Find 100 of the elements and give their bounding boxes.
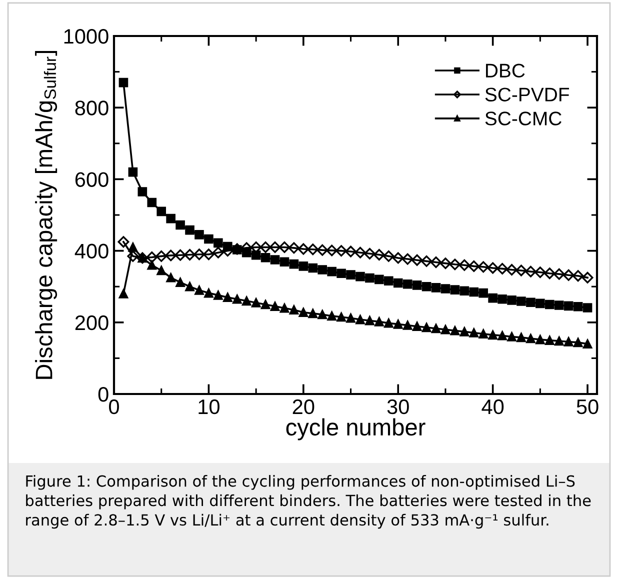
- point: [202, 248, 214, 260]
- point: [336, 268, 346, 278]
- point: [280, 257, 290, 267]
- point: [373, 248, 385, 260]
- point: [185, 225, 194, 235]
- point: [204, 288, 214, 298]
- point: [478, 329, 488, 339]
- point: [488, 293, 498, 303]
- point: [346, 270, 356, 280]
- point: [516, 296, 526, 306]
- x-tick-label: 10: [198, 399, 220, 414]
- y-axis-title: Discharge capacity [mAh/g$_{Sulfur}$]: [35, 51, 58, 379]
- point: [392, 252, 404, 264]
- point: [166, 272, 176, 282]
- point: [364, 248, 376, 260]
- point: [393, 320, 403, 329]
- y-tick-label: 0: [98, 387, 108, 402]
- point: [431, 283, 441, 292]
- point: [374, 317, 384, 326]
- point: [450, 326, 460, 336]
- point: [354, 246, 366, 258]
- point: [251, 298, 261, 308]
- point: [506, 264, 518, 276]
- point: [487, 262, 499, 274]
- point: [270, 302, 280, 311]
- point: [214, 290, 223, 300]
- point: [298, 308, 308, 318]
- point: [564, 337, 574, 346]
- y-tick-label: 600: [75, 172, 108, 187]
- y-tick-label: 200: [75, 315, 108, 330]
- point: [118, 289, 128, 298]
- point: [138, 187, 148, 196]
- x-tick-label: 0: [109, 399, 119, 414]
- point: [384, 276, 394, 286]
- legend-label: SC-CMC: [485, 112, 562, 126]
- point: [326, 244, 338, 256]
- point: [345, 246, 357, 258]
- point: [507, 332, 516, 342]
- point: [336, 245, 348, 257]
- point: [411, 254, 423, 266]
- point: [430, 256, 442, 268]
- point: [327, 311, 336, 321]
- point: [422, 322, 432, 332]
- point: [526, 298, 536, 308]
- point: [536, 298, 545, 308]
- point: [460, 327, 470, 336]
- point: [402, 253, 414, 265]
- point: [288, 242, 300, 254]
- legend-label: SC-PVDF: [485, 88, 569, 102]
- x-tick-label: 40: [482, 399, 504, 414]
- point: [420, 255, 432, 267]
- point: [316, 244, 328, 256]
- point: [422, 282, 432, 292]
- point: [573, 338, 583, 348]
- point: [526, 334, 536, 344]
- point: [515, 264, 527, 276]
- point: [212, 246, 224, 258]
- point: [582, 339, 592, 349]
- point: [544, 300, 554, 310]
- point: [544, 268, 556, 280]
- point: [308, 308, 318, 318]
- point: [478, 261, 490, 273]
- point: [402, 320, 412, 330]
- point: [469, 328, 479, 338]
- x-axis-title: cycle number: [286, 418, 426, 440]
- y-tick-label: 400: [74, 244, 108, 259]
- y-tick-label: 800: [75, 100, 108, 116]
- point: [536, 334, 545, 344]
- point: [185, 282, 194, 292]
- point: [573, 302, 583, 312]
- point: [174, 249, 186, 261]
- point: [534, 266, 546, 278]
- point: [496, 262, 508, 274]
- point: [507, 296, 516, 305]
- point: [193, 248, 205, 260]
- point: [260, 300, 270, 310]
- point: [127, 250, 139, 262]
- point: [564, 301, 574, 311]
- point: [242, 296, 252, 306]
- point: [278, 241, 290, 253]
- point: [194, 230, 204, 240]
- point: [289, 305, 299, 315]
- point: [118, 236, 130, 248]
- point: [554, 300, 564, 310]
- point: [450, 285, 460, 294]
- point: [460, 286, 470, 296]
- point: [469, 287, 479, 297]
- point: [307, 244, 319, 256]
- point: [156, 206, 166, 216]
- point: [440, 284, 450, 294]
- point: [298, 262, 308, 271]
- point: [516, 332, 526, 342]
- point: [554, 336, 564, 346]
- point: [232, 294, 242, 304]
- point: [270, 255, 280, 264]
- point: [488, 330, 498, 340]
- point: [147, 198, 157, 208]
- point: [289, 259, 299, 269]
- point: [356, 314, 365, 324]
- point: [128, 242, 138, 252]
